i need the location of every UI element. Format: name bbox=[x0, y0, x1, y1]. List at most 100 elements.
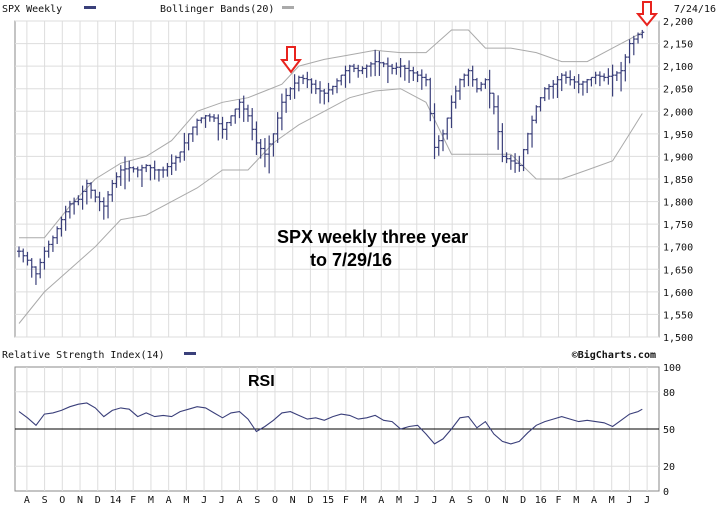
rsi-y-axis: 0 20 50 80 100 bbox=[663, 363, 681, 498]
x-tick-label: F bbox=[556, 495, 562, 506]
ohlc-bar bbox=[224, 121, 229, 140]
ohlc-bar bbox=[415, 71, 420, 83]
ohlc-bar bbox=[347, 64, 352, 84]
ohlc-bar bbox=[398, 58, 403, 78]
chart-annotation-line-1: SPX weekly three year bbox=[277, 227, 468, 247]
ohlc-bar bbox=[190, 126, 195, 142]
price-grid bbox=[15, 20, 659, 338]
ohlc-bar bbox=[411, 66, 416, 82]
ohlc-bar bbox=[267, 135, 272, 174]
rsi-tick-label: 20 bbox=[663, 462, 675, 473]
ohlc-bar bbox=[377, 51, 382, 76]
ohlc-bar bbox=[504, 152, 509, 164]
date-label: 7/24/16 bbox=[674, 4, 716, 15]
ohlc-bar bbox=[72, 197, 77, 215]
ohlc-bar bbox=[207, 113, 212, 122]
x-tick-label: O bbox=[272, 495, 278, 506]
ohlc-bar bbox=[466, 68, 471, 87]
ohlc-bar bbox=[360, 66, 365, 75]
ohlc-bar bbox=[50, 235, 55, 252]
ohlc-bar bbox=[182, 132, 187, 161]
x-tick-label: 14 bbox=[109, 495, 121, 506]
x-tick-label: A bbox=[237, 495, 243, 506]
ohlc-bar bbox=[135, 166, 140, 178]
rsi-tick-label: 100 bbox=[663, 363, 681, 374]
ohlc-bar bbox=[640, 29, 645, 39]
x-tick-label: J bbox=[219, 495, 225, 506]
ohlc-bar bbox=[262, 138, 267, 168]
ohlc-bar bbox=[576, 74, 581, 94]
ohlc-bar bbox=[148, 164, 153, 181]
ohlc-bar bbox=[199, 117, 204, 124]
ohlc-bar bbox=[407, 60, 412, 83]
ohlc-bar bbox=[169, 154, 174, 176]
ohlc-bar bbox=[76, 195, 81, 206]
ohlc-bar bbox=[623, 54, 628, 82]
price-tick-label: 1,550 bbox=[663, 310, 693, 321]
ohlc-bar bbox=[229, 115, 233, 127]
ohlc-bar bbox=[627, 39, 632, 64]
x-tick-label: N bbox=[77, 495, 83, 506]
ohlc-bar bbox=[114, 172, 119, 188]
ohlc-bar bbox=[385, 57, 390, 84]
ohlc-bar bbox=[330, 85, 335, 95]
rsi-tick-label: 50 bbox=[663, 425, 675, 436]
ohlc-bar bbox=[538, 97, 543, 112]
ohlc-bar bbox=[67, 200, 72, 219]
ohlc-bar bbox=[457, 78, 462, 100]
price-tick-label: 1,800 bbox=[663, 198, 693, 209]
ohlc-bar bbox=[97, 191, 102, 212]
ohlc-bar bbox=[368, 61, 373, 77]
chart-annotation-line-2: to 7/29/16 bbox=[310, 250, 392, 270]
rsi-line bbox=[18, 402, 643, 445]
ohlc-bar bbox=[453, 85, 458, 109]
ohlc-bar bbox=[288, 87, 293, 100]
x-tick-label: S bbox=[254, 495, 260, 506]
ohlc-bar bbox=[542, 87, 547, 102]
x-tick-label: O bbox=[485, 495, 491, 506]
ohlc-bar bbox=[436, 135, 441, 156]
ohlc-bar bbox=[555, 76, 560, 98]
ohlc-bar bbox=[428, 77, 433, 122]
x-tick-label: O bbox=[59, 495, 65, 506]
ohlc-bar bbox=[284, 88, 289, 113]
ohlc-bar bbox=[29, 258, 34, 278]
x-tick-label: J bbox=[626, 495, 632, 506]
ohlc-bar bbox=[326, 82, 331, 103]
price-y-axis: 1,500 1,550 1,600 1,650 1,700 1,750 1,800 1,850… bbox=[663, 17, 693, 344]
ohlc-bar bbox=[322, 88, 327, 105]
ohlc-bar bbox=[101, 197, 106, 220]
ohlc-bar bbox=[152, 160, 157, 180]
price-tick-label: 1,650 bbox=[663, 265, 693, 276]
red-down-arrow-nov14 bbox=[280, 46, 302, 74]
x-tick-label: F bbox=[343, 495, 349, 506]
ohlc-bar bbox=[551, 79, 556, 99]
ohlc-bar bbox=[474, 77, 479, 93]
ohlc-bar bbox=[449, 95, 454, 129]
x-tick-label: J bbox=[644, 495, 650, 506]
x-tick-label: S bbox=[467, 495, 473, 506]
ohlc-bar bbox=[203, 114, 208, 128]
price-tick-label: 1,600 bbox=[663, 288, 693, 299]
x-tick-label: J bbox=[431, 495, 437, 506]
ohlc-bar bbox=[606, 68, 611, 85]
ohlc-bar bbox=[63, 205, 68, 231]
ohlc-bar bbox=[106, 191, 111, 219]
ohlc-bar bbox=[301, 74, 306, 85]
ohlc-bar bbox=[610, 64, 615, 97]
x-tick-label: A bbox=[591, 495, 597, 506]
ohlc-bar bbox=[25, 251, 30, 266]
price-tick-label: 1,700 bbox=[663, 243, 693, 254]
ohlc-bar bbox=[508, 155, 513, 170]
ohlc-bar bbox=[139, 164, 144, 187]
ohlc-bar bbox=[131, 166, 136, 173]
price-tick-label: 2,000 bbox=[663, 107, 693, 118]
ohlc-bar bbox=[195, 118, 200, 136]
ohlc-bar bbox=[500, 123, 505, 163]
price-tick-label: 2,050 bbox=[663, 85, 693, 96]
x-tick-label: M bbox=[361, 495, 367, 506]
ohlc-bar bbox=[343, 65, 348, 88]
spx-weekly-legend: SPX Weekly bbox=[2, 4, 62, 15]
ohlc-bar bbox=[479, 81, 484, 92]
ohlc-bar bbox=[220, 116, 225, 139]
